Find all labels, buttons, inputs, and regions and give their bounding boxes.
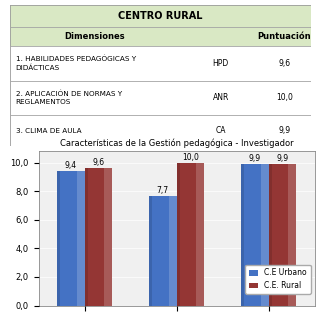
Bar (177, 163, 204, 306)
Text: 9,9: 9,9 (278, 126, 290, 135)
Text: ANR: ANR (213, 94, 229, 102)
Text: 2. APLICACIÓN DE NORMAS Y
REGLAMENTOS: 2. APLICACIÓN DE NORMAS Y REGLAMENTOS (16, 91, 122, 105)
Bar (177, 163, 180, 306)
Text: 9,6: 9,6 (92, 158, 104, 168)
FancyBboxPatch shape (10, 5, 311, 27)
FancyBboxPatch shape (10, 46, 311, 81)
FancyBboxPatch shape (10, 27, 311, 46)
Bar (77, 171, 84, 306)
Text: 9,4: 9,4 (65, 161, 77, 170)
Text: HPD: HPD (213, 59, 229, 68)
FancyBboxPatch shape (10, 5, 311, 146)
Bar (149, 196, 152, 306)
FancyBboxPatch shape (10, 115, 311, 146)
Bar (261, 164, 269, 306)
Bar (149, 196, 177, 306)
Text: CA: CA (216, 126, 226, 135)
Bar (196, 163, 204, 306)
Title: Características de la Gestión pedagógica - Investigador: Características de la Gestión pedagógica… (60, 138, 293, 148)
Legend: C.E Urbano, C.E. Rural: C.E Urbano, C.E. Rural (245, 265, 311, 294)
Text: 10,0: 10,0 (276, 94, 293, 102)
Text: CENTRO RURAL: CENTRO RURAL (118, 11, 203, 21)
Bar (84, 168, 112, 306)
Text: 9,6: 9,6 (278, 59, 290, 68)
Bar (269, 164, 296, 306)
Text: Puntuación: Puntuación (257, 32, 311, 41)
Bar (241, 164, 269, 306)
Text: 9,9: 9,9 (276, 154, 289, 163)
Bar (84, 168, 88, 306)
Text: 1. HABILIDADES PEDAGÓGICAS Y
DIDÁCTICAS: 1. HABILIDADES PEDAGÓGICAS Y DIDÁCTICAS (16, 56, 136, 71)
Text: 3. CLIMA DE AULA: 3. CLIMA DE AULA (16, 128, 81, 134)
Text: 10,0: 10,0 (182, 153, 199, 162)
Bar (104, 168, 112, 306)
Bar (241, 164, 244, 306)
Text: 7,7: 7,7 (157, 186, 169, 195)
Bar (57, 171, 84, 306)
Bar (269, 164, 272, 306)
FancyBboxPatch shape (10, 81, 311, 115)
Text: 9,9: 9,9 (249, 154, 261, 163)
Text: Dimensiones: Dimensiones (64, 32, 125, 41)
Bar (169, 196, 177, 306)
Bar (57, 171, 60, 306)
Bar (289, 164, 296, 306)
